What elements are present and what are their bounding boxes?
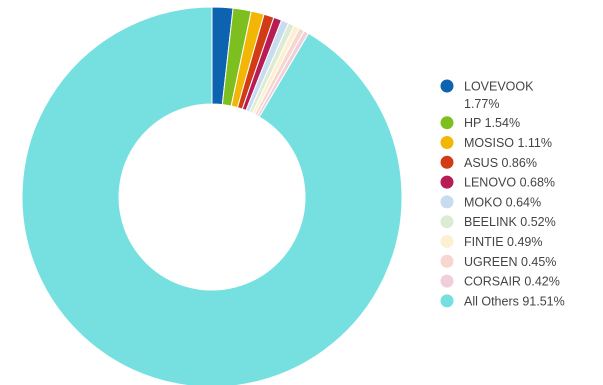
legend-label-mosiso: MOSISO 1.11% [464,136,552,150]
legend-marker-lenovo [440,175,454,189]
legend-label-all-others: All Others 91.51% [464,294,565,308]
legend-marker-corsair [440,274,454,288]
chart-legend: LOVEVOOK 1.77% HP 1.54% MOSISO 1.11% ASUS 0.… [440,79,565,308]
legend-label-beelink: BEELINK 0.52% [464,215,556,229]
legend-marker-moko [440,195,454,209]
slice-all-others [21,6,403,385]
legend-label-ugreen: UGREEN 0.45% [464,255,556,269]
donut-slices [21,6,403,385]
legend-marker-mosiso [440,136,454,149]
legend-marker-all-others [440,294,454,308]
legend-marker-hp [440,116,454,130]
legend-marker-fintie [440,235,454,248]
legend-label-fintie: FINTIE 0.49% [464,235,543,249]
legend-marker-lovevook [440,79,454,93]
legend-value: 1.77% [464,97,499,111]
legend-label: LOVEVOOK [464,80,534,94]
legend-label-asus: ASUS 0.86% [464,156,537,170]
legend-marker-asus [440,155,454,169]
legend-label-moko: MOKO 0.64% [464,195,541,209]
legend-label-lenovo: LENOVO 0.68% [464,176,555,190]
legend-marker-beelink [440,215,454,229]
legend-marker-ugreen [440,254,454,268]
legend-label-corsair: CORSAIR 0.42% [464,275,560,289]
legend-label-hp: HP 1.54% [464,116,520,130]
